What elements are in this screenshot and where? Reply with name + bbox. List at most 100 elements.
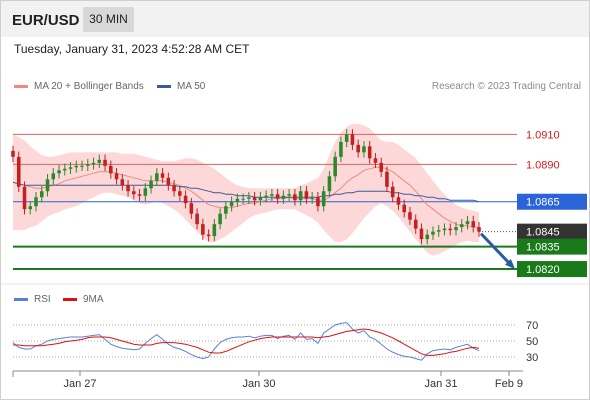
bollinger-band-area xyxy=(13,123,479,256)
candle-body xyxy=(178,191,182,196)
candle-body xyxy=(155,173,159,181)
resistance-label-1.0890: 1.0890 xyxy=(526,159,560,171)
ma9-swatch xyxy=(63,297,77,301)
candle-body xyxy=(132,191,136,195)
ma50-swatch xyxy=(157,84,171,88)
candle-body xyxy=(68,167,73,169)
candle-body xyxy=(114,173,119,180)
candle-body xyxy=(241,198,245,200)
ma50-line xyxy=(12,181,480,203)
candle-body xyxy=(298,191,303,201)
candle-body xyxy=(218,213,222,225)
candle-body xyxy=(51,173,56,180)
candle-body xyxy=(390,186,395,198)
candle-body xyxy=(431,231,435,235)
candle-body xyxy=(39,191,44,198)
candle-body xyxy=(321,191,326,207)
chart-header: EUR/USD 30 MIN xyxy=(1,1,589,37)
rsi-9ma-line xyxy=(13,328,480,356)
candle-body xyxy=(442,228,447,231)
candle-body xyxy=(448,228,453,231)
pivot-label-1.0865: 1.0865 xyxy=(526,197,560,209)
legend-ma20: MA 20 + Bollinger Bands xyxy=(14,81,144,92)
candle-body xyxy=(379,162,383,172)
candle-body xyxy=(22,186,27,210)
candle-body xyxy=(212,224,217,237)
legend-ma50: MA 50 xyxy=(157,81,205,92)
candle-body xyxy=(385,171,389,187)
candle-body xyxy=(97,159,102,163)
candle-body xyxy=(408,212,412,220)
candle-body xyxy=(143,188,148,196)
candle-body xyxy=(224,206,228,214)
candle-body xyxy=(206,234,211,237)
candle-body xyxy=(137,194,142,196)
candle-body xyxy=(362,146,366,153)
rsi-level-label-30: 30 xyxy=(526,352,538,364)
timeframe-badge[interactable]: 30 MIN xyxy=(83,7,134,32)
candle-body xyxy=(373,158,378,163)
candle-body xyxy=(402,204,406,213)
support-tag-1.0835 xyxy=(517,238,587,255)
candle-body xyxy=(293,194,297,201)
candle-body xyxy=(287,194,291,196)
candle-body xyxy=(201,224,205,235)
support-label-1.0835: 1.0835 xyxy=(526,242,560,254)
candle-body xyxy=(109,165,113,174)
x-tick-label: Feb 9 xyxy=(495,378,523,390)
rsi-level-label-70: 70 xyxy=(526,320,538,332)
last-price-label: 1.0845 xyxy=(526,227,560,239)
candle-body xyxy=(465,221,470,225)
rsi-swatch xyxy=(14,297,28,301)
candle-body xyxy=(454,227,458,231)
candle-body xyxy=(189,203,194,214)
candle-body xyxy=(57,170,61,174)
candle-body xyxy=(264,195,268,198)
candle-body xyxy=(270,194,274,196)
candle-body xyxy=(350,134,355,145)
candle-body xyxy=(419,228,424,240)
candle-body xyxy=(310,197,314,199)
candle-body xyxy=(304,191,309,199)
timestamp: Tuesday, January 31, 2023 4:52:28 AM CET xyxy=(14,42,250,56)
pivot-tag-1.0865 xyxy=(517,193,587,210)
ma20-line xyxy=(12,166,479,228)
candle-body xyxy=(172,185,176,192)
candle-body xyxy=(477,227,481,232)
x-tick-label: Jan 27 xyxy=(63,378,96,390)
rsi-level-label-50: 50 xyxy=(526,336,538,348)
candle-body xyxy=(247,197,251,199)
candle-body xyxy=(166,177,171,186)
resistance-label-1.0910: 1.0910 xyxy=(526,129,560,141)
candle-body xyxy=(275,194,280,199)
candle-body xyxy=(34,197,38,207)
rsi-line xyxy=(12,322,480,361)
candle-body xyxy=(91,162,96,165)
candle-body xyxy=(356,144,360,153)
candle-body xyxy=(339,141,343,157)
symbol-title: EUR/USD xyxy=(12,12,80,29)
candle-body xyxy=(195,213,199,225)
candle-body xyxy=(120,179,125,186)
candle-body xyxy=(459,224,464,228)
research-credit: Research © 2023 Trading Central xyxy=(431,81,581,92)
candle-body xyxy=(281,195,286,199)
candle-body xyxy=(471,221,476,228)
legend-9ma: 9MA xyxy=(63,294,104,305)
candle-body xyxy=(229,201,234,207)
ma9-label: 9MA xyxy=(83,294,104,305)
ma20-label: MA 20 + Bollinger Bands xyxy=(34,81,144,92)
candle-body xyxy=(258,197,263,201)
candle-body xyxy=(344,134,349,142)
candle-body xyxy=(235,198,240,202)
candle-body xyxy=(86,164,90,166)
candle-body xyxy=(436,230,441,232)
x-tick-label: Jan 30 xyxy=(242,378,275,390)
candle-body xyxy=(149,180,153,189)
candle-body xyxy=(367,146,372,159)
x-tick-label: Jan 31 xyxy=(424,378,457,390)
candle-body xyxy=(327,176,332,192)
legend-rsi: RSI xyxy=(14,294,51,305)
